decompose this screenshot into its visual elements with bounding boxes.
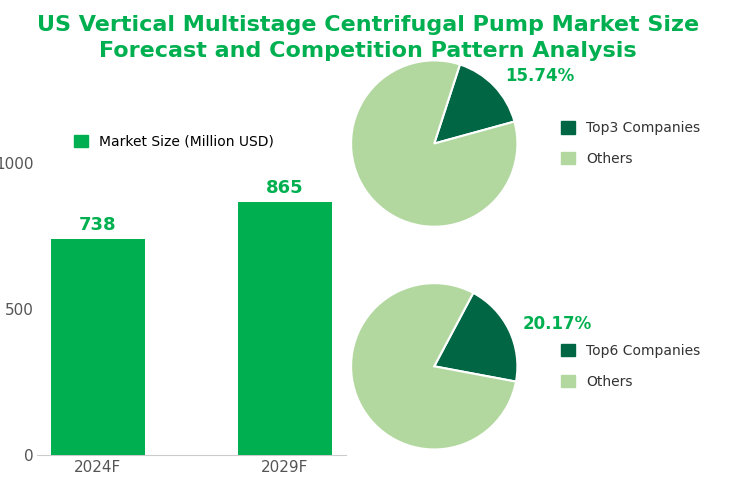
Wedge shape bbox=[351, 60, 517, 227]
Bar bbox=[51, 240, 144, 455]
Legend: Market Size (Million USD): Market Size (Million USD) bbox=[68, 129, 280, 154]
Bar bbox=[238, 202, 332, 455]
Text: US Vertical Multistage Centrifugal Pump Market Size
Forecast and Competition Pat: US Vertical Multistage Centrifugal Pump … bbox=[37, 15, 699, 61]
Text: 15.74%: 15.74% bbox=[505, 67, 575, 85]
Legend: Top3 Companies, Others: Top3 Companies, Others bbox=[556, 116, 706, 171]
Wedge shape bbox=[434, 64, 514, 144]
Legend: Top6 Companies, Others: Top6 Companies, Others bbox=[556, 339, 706, 394]
Text: 738: 738 bbox=[79, 216, 116, 234]
Text: 865: 865 bbox=[266, 179, 304, 197]
Text: 20.17%: 20.17% bbox=[523, 315, 592, 333]
Wedge shape bbox=[434, 293, 517, 382]
Wedge shape bbox=[351, 283, 516, 449]
